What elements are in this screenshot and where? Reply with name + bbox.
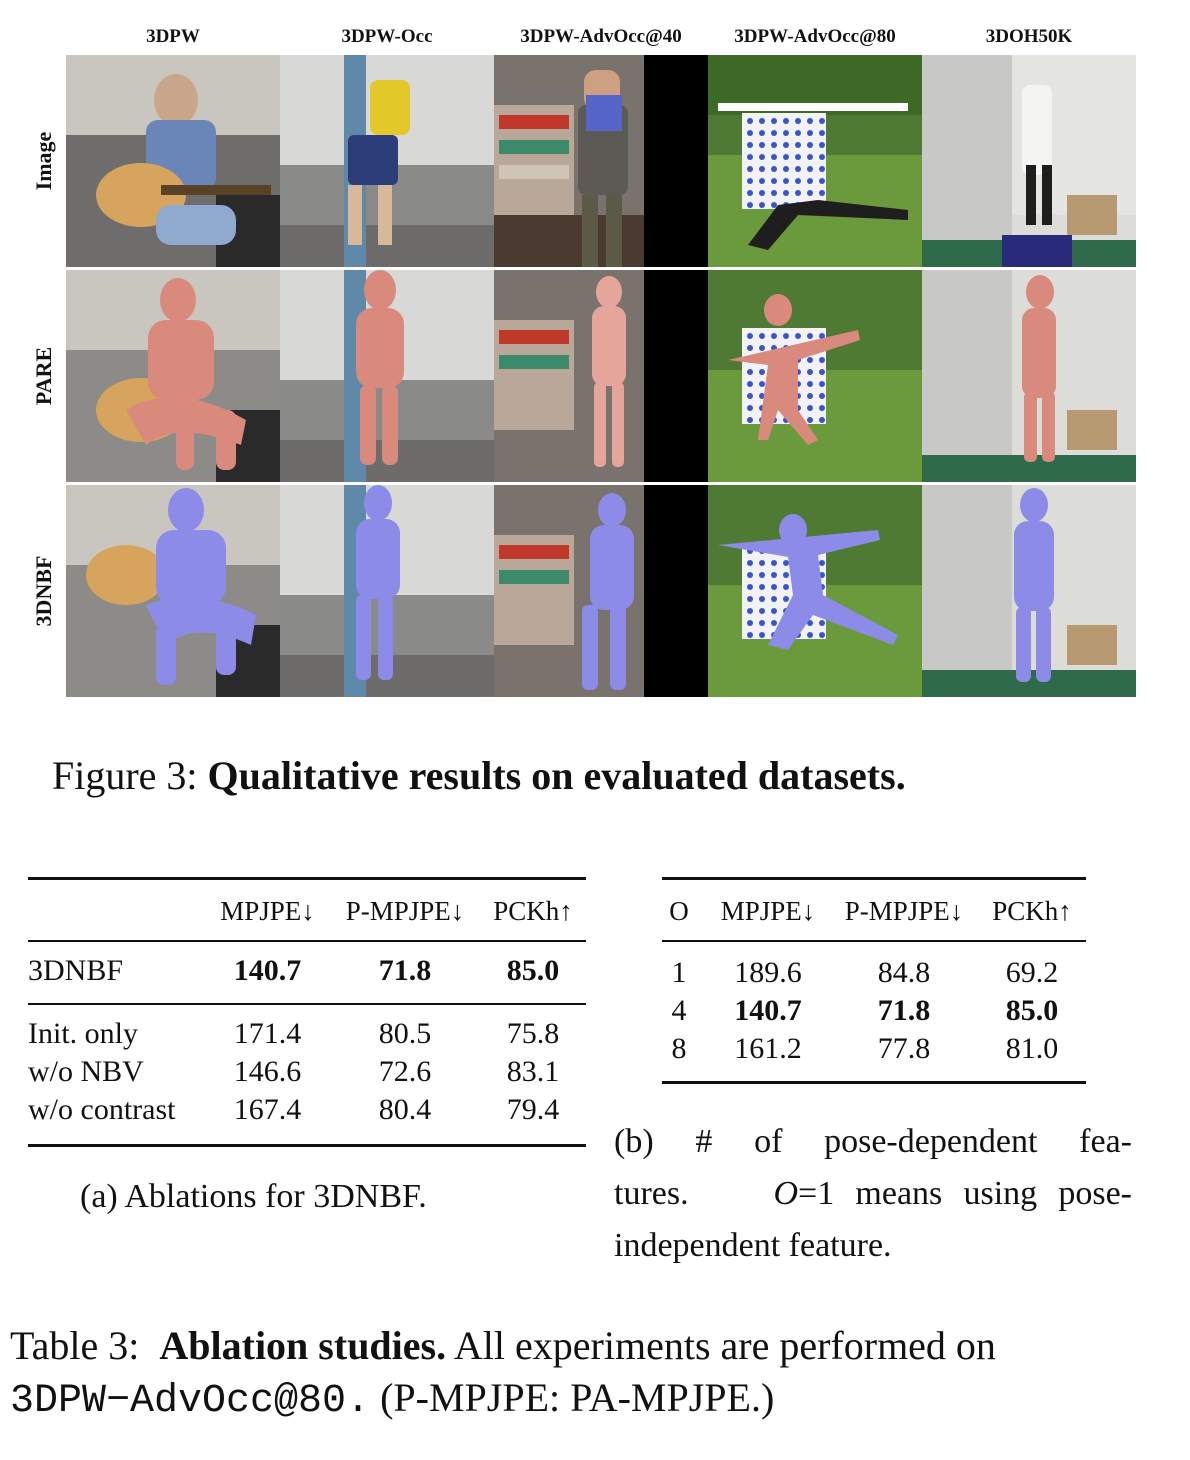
figure-caption: Figure 3: Qualitative results on evaluat…	[52, 753, 906, 798]
table-a-header-rule	[28, 940, 586, 942]
result-pare-3dpw-occ	[280, 270, 494, 482]
table-a-header-pckh: PCKh↑	[493, 896, 573, 926]
table-a-cell: 79.4	[506, 1093, 560, 1126]
row-header-3dnbf: 3DNBF	[31, 555, 56, 627]
table-b-cell: 84.8	[877, 956, 931, 989]
table-b-top-rule	[662, 877, 1086, 880]
table-a-caption: (a) Ablations for 3DNBF.	[80, 1178, 427, 1215]
table-a-top-rule	[28, 877, 586, 880]
row-header-pare: PARE	[31, 346, 56, 406]
table-a-cell: 75.8	[506, 1017, 560, 1050]
photo-advocc40-image	[494, 55, 708, 267]
table-b-cell-o: 4	[671, 994, 687, 1027]
photo-3doh50k-image	[922, 55, 1136, 267]
table-b-cell: 140.7	[734, 994, 802, 1027]
column-header-3dpw: 3DPW	[146, 26, 200, 47]
result-3dnbf-3doh50k	[922, 485, 1136, 697]
table-a-main-name: 3DNBF	[28, 954, 124, 987]
table-a-header-mpjpe: MPJPE↓	[220, 896, 315, 926]
table-a-cell: 146.6	[233, 1055, 302, 1088]
table-b-header-mpjpe: MPJPE↓	[720, 896, 816, 926]
result-3dnbf-advocc80	[708, 485, 922, 697]
result-pare-3doh50k	[922, 270, 1136, 482]
table-caption: Table 3: Ablation studies. All experimen…	[10, 1323, 996, 1424]
column-header-3doh50k: 3DOH50K	[985, 26, 1073, 47]
table-a-row-name: w/o contrast	[28, 1093, 176, 1126]
table-b-cell: 161.2	[734, 1032, 802, 1065]
row-header-image: Image	[31, 131, 56, 191]
table-a-cell: 72.6	[378, 1055, 432, 1088]
result-3dnbf-advocc40	[494, 485, 708, 697]
table-a-row-name: Init. only	[28, 1017, 138, 1050]
column-header-advocc80: 3DPW-AdvOcc@80	[734, 26, 896, 47]
table-a-header-pmpjpe: P-MPJPE↓	[345, 896, 465, 926]
table-b-bottom-rule	[662, 1081, 1086, 1084]
result-3dnbf-3dpw-occ	[280, 485, 494, 697]
result-3dnbf-3dpw	[66, 485, 280, 697]
table-a-main-pmpjpe: 71.8	[378, 954, 432, 987]
table-a-main-pckh: 85.0	[506, 954, 560, 987]
column-header-advocc40: 3DPW-AdvOcc@40	[520, 26, 682, 47]
table-a-cell: 80.5	[378, 1017, 432, 1050]
table-b-cell-o: 8	[671, 1032, 687, 1065]
table-a-main-mpjpe: 140.7	[233, 954, 302, 987]
table-b-header-rule	[662, 940, 1086, 942]
table-b-cell: 85.0	[1005, 994, 1059, 1027]
table-a-bottom-rule	[28, 1144, 586, 1147]
table-b-header-pckh: PCKh↑	[992, 896, 1072, 926]
table-b-cell: 77.8	[877, 1032, 931, 1065]
table-b-header-o: O	[669, 896, 689, 926]
table-a-row-name: w/o NBV	[28, 1055, 144, 1088]
photo-advocc80-image	[708, 55, 922, 267]
result-pare-3dpw	[66, 270, 280, 482]
table-a-cell: 80.4	[378, 1093, 432, 1126]
column-header-3dpw-occ: 3DPW-Occ	[341, 26, 433, 47]
table-a-mid-rule	[28, 1003, 586, 1005]
table-b-cell: 71.8	[877, 994, 931, 1027]
table-b-cell-o: 1	[671, 956, 687, 989]
result-pare-advocc40	[494, 270, 708, 482]
table-b-cell: 81.0	[1005, 1032, 1059, 1065]
table-b-cell: 189.6	[734, 956, 802, 989]
table-a-cell: 171.4	[233, 1017, 302, 1050]
table-a-cell: 83.1	[506, 1055, 560, 1088]
table-a-cell: 167.4	[233, 1093, 302, 1126]
table-b-caption: (b) # of pose-dependent fea-tures. O=1 m…	[614, 1123, 1133, 1264]
photo-3dpw-image	[66, 55, 280, 267]
photo-3dpw-occ-image	[280, 55, 494, 267]
result-pare-advocc80	[708, 270, 922, 482]
table-b-header-pmpjpe: P-MPJPE↓	[844, 896, 964, 926]
table-b-cell: 69.2	[1005, 956, 1059, 989]
